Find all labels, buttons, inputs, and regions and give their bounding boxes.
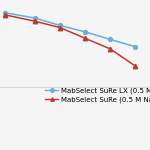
Legend: MabSelect SuRe LX (0.5 M NaOH), MabSelect SuRe (0.5 M NaOH; R: MabSelect SuRe LX (0.5 M NaOH), MabSelec… <box>45 87 150 103</box>
